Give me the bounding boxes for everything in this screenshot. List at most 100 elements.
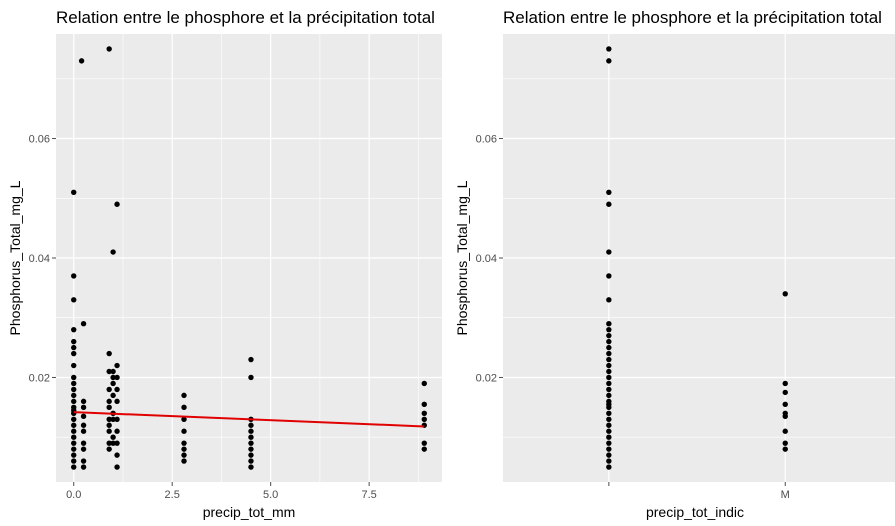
left-data-point (71, 392, 77, 399)
right-y-tick-label: 0.02 (476, 372, 497, 384)
left-data-point (114, 386, 120, 393)
right-data-point (606, 332, 612, 339)
left-data-point (71, 326, 77, 333)
right-data-point (606, 297, 612, 303)
left-data-point (71, 273, 77, 279)
left-data-point (248, 446, 254, 452)
right-data-point (606, 452, 612, 458)
left-data-point (421, 440, 427, 446)
right-data-point (606, 374, 612, 381)
left-data-point (181, 416, 187, 422)
left-data-point (248, 422, 254, 428)
left-data-point (106, 368, 112, 375)
left-x-tick-label: 7.5 (361, 489, 376, 501)
left-data-point (106, 446, 112, 452)
left-data-point (114, 398, 120, 405)
left-data-point (71, 446, 77, 452)
right-data-point (606, 326, 612, 333)
left-data-point (80, 398, 87, 405)
left-data-point (71, 374, 77, 381)
left-data-point (248, 374, 254, 381)
right-data-point (782, 380, 788, 387)
left-data-point (181, 458, 187, 464)
right-data-point (606, 392, 612, 399)
left-data-point (114, 374, 120, 381)
left-data-point (248, 440, 254, 446)
right-data-point (606, 380, 612, 387)
left-data-point (71, 297, 77, 303)
right-data-point (782, 389, 788, 396)
left-data-point (80, 464, 87, 470)
left-data-point (71, 380, 77, 387)
left-data-point (80, 458, 87, 464)
right-data-point (782, 428, 788, 434)
right-data-point (606, 273, 612, 279)
left-data-point (71, 452, 77, 458)
left-data-point (80, 413, 87, 419)
left-data-point (110, 249, 116, 255)
left-data-point (80, 404, 87, 411)
right-data-point (606, 356, 612, 363)
right-data-point (782, 291, 788, 297)
left-data-point (110, 416, 116, 422)
right-plot-y-ticks: 0.02 0.04 0.06 (476, 134, 503, 384)
left-data-point (71, 362, 77, 369)
left-data-point (71, 386, 77, 393)
left-data-point (110, 368, 116, 375)
right-data-point (606, 464, 612, 470)
right-y-tick-label: 0.06 (476, 134, 497, 146)
left-data-point (248, 428, 254, 434)
left-data-point (71, 189, 77, 195)
left-data-point (71, 416, 77, 422)
left-plot-gridlines (56, 34, 442, 482)
left-data-point (248, 464, 254, 470)
left-data-point (110, 374, 116, 381)
left-data-point (114, 201, 120, 207)
left-plot-points (71, 46, 427, 470)
right-data-point (782, 440, 788, 446)
left-data-point (114, 452, 120, 458)
left-data-point (80, 446, 87, 452)
right-data-point (606, 344, 612, 351)
right-data-point (606, 249, 612, 255)
left-data-point (181, 392, 187, 399)
left-data-point (106, 440, 112, 446)
left-data-point (80, 321, 87, 327)
right-data-point (606, 386, 612, 393)
left-data-point (106, 416, 112, 422)
left-data-point (71, 440, 77, 446)
left-data-point (71, 398, 77, 405)
right-data-point (606, 58, 612, 64)
right-y-tick-label: 0.04 (476, 253, 497, 265)
left-plot-y-ticks: 0.02 0.04 0.06 (29, 134, 56, 384)
right-data-point (606, 410, 612, 417)
left-data-point (110, 440, 116, 446)
left-data-point (106, 404, 112, 411)
left-y-tick-label: 0.06 (29, 134, 50, 146)
left-data-point (106, 422, 112, 428)
left-data-point (78, 58, 85, 64)
left-data-point (80, 428, 87, 434)
left-y-tick-label: 0.04 (29, 253, 50, 265)
left-data-point (71, 350, 77, 357)
left-data-point (110, 434, 116, 440)
right-data-point (606, 404, 612, 411)
left-data-point (181, 446, 187, 452)
left-data-point (110, 380, 116, 387)
left-data-point (248, 356, 254, 363)
right-plot-x-axis-label: precip_tot_indic (646, 504, 744, 520)
left-data-point (106, 386, 112, 393)
left-data-point (106, 350, 112, 357)
left-data-point (71, 422, 77, 428)
left-data-point (114, 440, 120, 446)
right-data-point (606, 362, 612, 369)
left-data-point (71, 338, 77, 345)
left-data-point (80, 422, 87, 428)
right-data-point (606, 338, 612, 345)
right-data-point (606, 201, 612, 207)
left-data-point (106, 398, 112, 405)
left-x-tick-label: 5.0 (263, 489, 278, 501)
left-data-point (421, 416, 427, 422)
right-plot-points (606, 46, 788, 470)
